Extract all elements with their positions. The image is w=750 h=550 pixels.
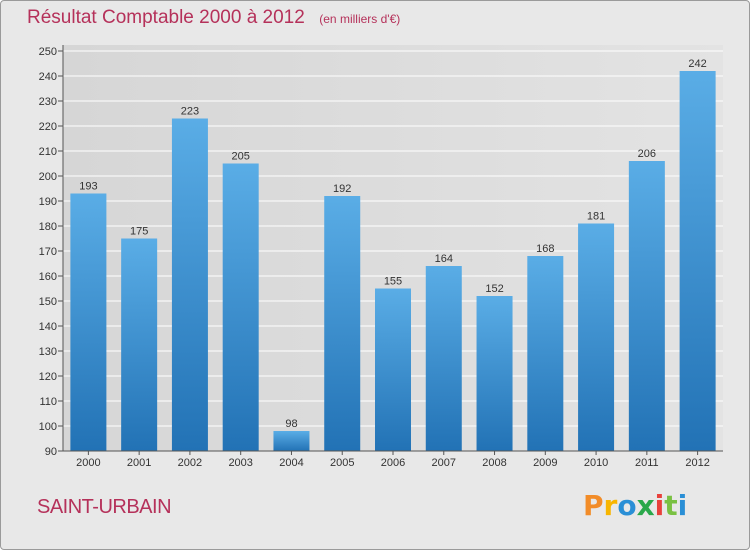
- chart-title: Résultat Comptable 2000 à 2012: [27, 7, 305, 28]
- logo-letter: i: [677, 489, 688, 522]
- y-tick-label: 180: [39, 221, 57, 233]
- bar-2008[interactable]: [476, 296, 513, 451]
- data-label-2001: 175: [130, 226, 148, 238]
- data-label-2011: 206: [638, 148, 656, 160]
- bar-2011[interactable]: [628, 161, 665, 451]
- chart-title-block: Résultat Comptable 2000 à 2012 (en milli…: [27, 7, 400, 29]
- logo-letter: x: [636, 489, 655, 522]
- logo-letter: i: [654, 489, 665, 522]
- logo-letter: o: [617, 489, 637, 522]
- bar-2001[interactable]: [121, 238, 158, 452]
- x-axis: 2000 2001 2002 2003 2004 2005 2006 2007 2008 2009…: [63, 450, 723, 469]
- data-label-2006: 155: [384, 276, 402, 288]
- y-tick-label: 220: [39, 121, 57, 133]
- x-tick-label-2012: 2012: [685, 457, 709, 469]
- data-label-2010: 181: [587, 211, 605, 223]
- bar-2005[interactable]: [324, 196, 361, 451]
- bar-2004[interactable]: [273, 431, 310, 451]
- x-tick-label-2003: 2003: [228, 457, 252, 469]
- data-label-2005: 192: [333, 183, 351, 195]
- data-label-2009: 168: [536, 243, 554, 255]
- x-tick-label-2011: 2011: [635, 457, 659, 469]
- x-tick-label-2008: 2008: [482, 457, 506, 469]
- y-tick-label: 210: [39, 146, 57, 158]
- y-tick-label: 250: [39, 46, 57, 58]
- y-tick-label: 240: [39, 71, 57, 83]
- x-tick-label-2007: 2007: [432, 457, 456, 469]
- y-tick-label: 200: [39, 171, 57, 183]
- x-tick-label-2006: 2006: [381, 457, 405, 469]
- x-tick-label-2001: 2001: [127, 457, 151, 469]
- y-tick-label: 230: [39, 96, 57, 108]
- logo-letter: r: [603, 489, 618, 522]
- data-label-2004: 98: [285, 418, 297, 430]
- bar-2010[interactable]: [578, 223, 615, 452]
- x-tick-label-2005: 2005: [330, 457, 354, 469]
- y-tick-label: 130: [39, 346, 57, 358]
- y-tick-label: 100: [39, 421, 57, 433]
- x-tick-label-2002: 2002: [178, 457, 202, 469]
- bar-2002[interactable]: [171, 118, 208, 452]
- bar-2007[interactable]: [425, 266, 462, 451]
- bar-2006[interactable]: [375, 288, 411, 452]
- y-axis: 90 100 110 120 130 140 150 160 170 180 190 200 210 22…: [39, 45, 64, 458]
- bar-2009[interactable]: [527, 256, 564, 451]
- y-tick-label: 110: [39, 396, 57, 408]
- logo-letter: t: [664, 489, 678, 522]
- bar-2012[interactable]: [679, 71, 716, 451]
- y-tick-label: 120: [39, 371, 57, 383]
- bar-2003[interactable]: [222, 163, 259, 452]
- y-tick-label: 140: [39, 321, 57, 333]
- data-label-2002: 223: [181, 106, 199, 118]
- x-tick-label-2010: 2010: [584, 457, 608, 469]
- bar-2000[interactable]: [70, 193, 107, 452]
- x-tick-label-2004: 2004: [279, 457, 303, 469]
- y-tick-label: 150: [39, 296, 57, 308]
- y-tick-label: 90: [45, 446, 57, 458]
- data-label-2000: 193: [79, 181, 97, 193]
- commune-name: SAINT-URBAIN: [37, 496, 172, 518]
- x-tick-label-2009: 2009: [533, 457, 557, 469]
- y-tick-label: 160: [39, 271, 57, 283]
- y-tick-label: 190: [39, 196, 57, 208]
- data-label-2003: 205: [232, 151, 250, 163]
- x-tick-label-2000: 2000: [76, 457, 100, 469]
- proxiti-logo[interactable]: Proxiti: [583, 489, 687, 522]
- data-label-2012: 242: [688, 58, 706, 70]
- data-label-2007: 164: [435, 253, 453, 265]
- chart-subtitle: (en milliers d'€): [319, 12, 401, 26]
- bar-series: 193 175 223 205 98 192 155 164 152 168 181 206 242: [70, 58, 716, 452]
- y-tick-label: 170: [39, 246, 57, 258]
- logo-letter: P: [583, 489, 604, 522]
- data-label-2008: 152: [485, 283, 503, 295]
